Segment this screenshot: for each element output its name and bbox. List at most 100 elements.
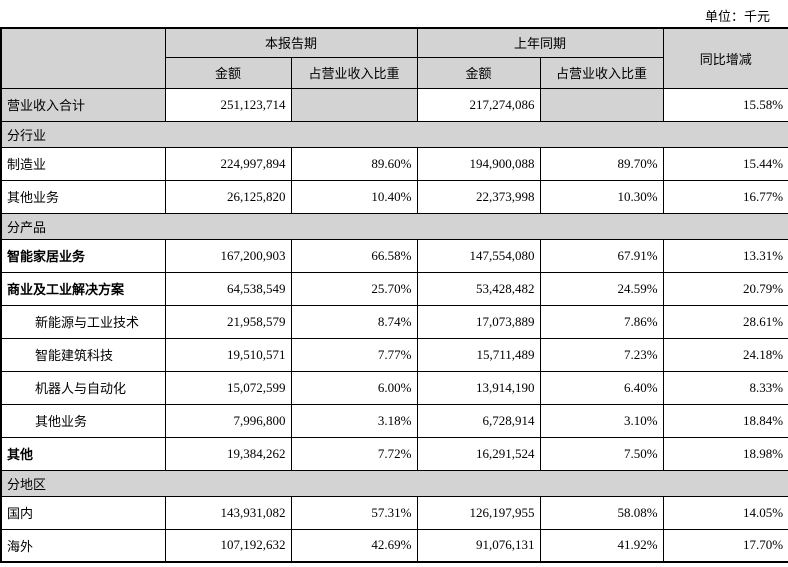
prior-pct-value: 7.86%	[539, 304, 664, 339]
current-amount-value: 224,997,894	[164, 146, 292, 181]
current-pct-value: 57.31%	[290, 495, 418, 530]
header-prior-amount: 金额	[416, 56, 541, 89]
current-amount-value: 26,125,820	[164, 179, 292, 214]
prior-amount-value: 126,197,955	[416, 495, 541, 530]
row-label: 其他业务	[0, 179, 166, 214]
table-row: 智能家居业务 167,200,903 66.58% 147,554,080 67.91%…	[0, 238, 788, 273]
current-amount-value: 19,510,571	[164, 337, 292, 372]
prior-pct-value: 67.91%	[539, 238, 664, 273]
prior-pct-value: 6.40%	[539, 370, 664, 405]
table-row: 国内 143,931,082 57.31% 126,197,955 58.08% 14.0…	[0, 495, 788, 530]
header-current-amount: 金额	[164, 56, 292, 89]
prior-amount-value: 13,914,190	[416, 370, 541, 405]
revenue-breakdown-table: 本报告期 上年同期 同比增减 金额 占营业收入比重 金额 占营业收入比重 营业收…	[0, 27, 788, 563]
prior-amount-value: 217,274,086	[416, 87, 541, 122]
header-empty-cell	[0, 27, 166, 89]
row-label: 商业及工业解决方案	[0, 271, 166, 306]
current-pct-value: 42.69%	[290, 528, 418, 563]
table-row: 机器人与自动化 15,072,599 6.00% 13,914,190 6.40% 8.3…	[0, 370, 788, 405]
yoy-value: 16.77%	[662, 179, 788, 214]
row-label: 营业收入合计	[0, 87, 166, 122]
table-row: 其他业务 26,125,820 10.40% 22,373,998 10.30% 16.7…	[0, 179, 788, 214]
current-pct-value: 8.74%	[290, 304, 418, 339]
prior-pct-value: 89.70%	[539, 146, 664, 181]
section-row: 分行业	[0, 120, 788, 148]
prior-amount-value: 91,076,131	[416, 528, 541, 563]
current-amount-value: 167,200,903	[164, 238, 292, 273]
yoy-value: 15.58%	[662, 87, 788, 122]
row-label: 其他业务	[0, 403, 166, 438]
prior-pct-value: 7.23%	[539, 337, 664, 372]
current-amount-value: 143,931,082	[164, 495, 292, 530]
section-row: 分产品	[0, 212, 788, 240]
yoy-value: 24.18%	[662, 337, 788, 372]
yoy-value: 18.84%	[662, 403, 788, 438]
yoy-value: 8.33%	[662, 370, 788, 405]
table-row: 商业及工业解决方案 64,538,549 25.70% 53,428,482 24.59…	[0, 271, 788, 306]
table-row: 其他业务 7,996,800 3.18% 6,728,914 3.10% 18.84%	[0, 403, 788, 438]
row-label: 其他	[0, 436, 166, 471]
current-amount-value: 251,123,714	[164, 87, 292, 122]
row-label: 智能家居业务	[0, 238, 166, 273]
table-row: 营业收入合计 251,123,714 217,274,086 15.58%	[0, 87, 788, 122]
header-prior-period: 上年同期	[416, 27, 664, 58]
prior-pct-value: 58.08%	[539, 495, 664, 530]
prior-amount-value: 53,428,482	[416, 271, 541, 306]
section-label: 分地区	[0, 469, 788, 497]
prior-pct-value: 24.59%	[539, 271, 664, 306]
unit-label: 单位：千元	[704, 9, 770, 24]
prior-amount-value: 22,373,998	[416, 179, 541, 214]
header-row-subcolumns: 金额 占营业收入比重 金额 占营业收入比重	[1, 56, 788, 89]
row-label: 国内	[0, 495, 166, 530]
yoy-value: 28.61%	[662, 304, 788, 339]
current-pct-value: 89.60%	[290, 146, 418, 181]
header-row-periods: 本报告期 上年同期 同比增减	[0, 27, 788, 89]
current-amount-value: 107,192,632	[164, 528, 292, 563]
current-pct-value: 7.72%	[290, 436, 418, 471]
row-label: 新能源与工业技术	[0, 304, 166, 339]
prior-amount-value: 17,073,889	[416, 304, 541, 339]
yoy-value: 18.98%	[662, 436, 788, 471]
row-label: 制造业	[0, 146, 166, 181]
current-pct-value: 6.00%	[290, 370, 418, 405]
row-label: 海外	[0, 528, 166, 563]
yoy-value: 14.05%	[662, 495, 788, 530]
current-pct-value: 10.40%	[290, 179, 418, 214]
current-pct-value: 7.77%	[290, 337, 418, 372]
table-body: 营业收入合计 251,123,714 217,274,086 15.58% 分行业 制造业…	[0, 87, 788, 563]
yoy-value: 13.31%	[662, 238, 788, 273]
prior-pct-value: 41.92%	[539, 528, 664, 563]
prior-amount-value: 194,900,088	[416, 146, 541, 181]
section-label: 分产品	[0, 212, 788, 240]
current-pct-value: 3.18%	[290, 403, 418, 438]
prior-amount-value: 6,728,914	[416, 403, 541, 438]
header-current-period: 本报告期	[164, 27, 418, 58]
header-prior-pct: 占营业收入比重	[539, 56, 664, 89]
table-header: 本报告期 上年同期 同比增减 金额 占营业收入比重 金额 占营业收入比重	[0, 27, 788, 89]
section-row: 分地区	[0, 469, 788, 497]
prior-pct-value: 10.30%	[539, 179, 664, 214]
prior-amount-value: 147,554,080	[416, 238, 541, 273]
section-label: 分行业	[0, 120, 788, 148]
yoy-value: 20.79%	[662, 271, 788, 306]
row-label: 机器人与自动化	[0, 370, 166, 405]
prior-pct-value	[539, 87, 664, 122]
table-row: 新能源与工业技术 21,958,579 8.74% 17,073,889 7.86% 28…	[0, 304, 788, 339]
current-amount-value: 21,958,579	[164, 304, 292, 339]
prior-amount-value: 16,291,524	[416, 436, 541, 471]
table-row: 制造业 224,997,894 89.60% 194,900,088 89.70% 15.…	[0, 146, 788, 181]
current-pct-value: 66.58%	[290, 238, 418, 273]
current-pct-value	[290, 87, 418, 122]
header-current-pct: 占营业收入比重	[290, 56, 418, 89]
prior-pct-value: 3.10%	[539, 403, 664, 438]
prior-pct-value: 7.50%	[539, 436, 664, 471]
row-label: 智能建筑科技	[0, 337, 166, 372]
prior-amount-value: 15,711,489	[416, 337, 541, 372]
table-row: 海外 107,192,632 42.69% 91,076,131 41.92% 17.70…	[0, 528, 788, 563]
yoy-value: 17.70%	[662, 528, 788, 563]
current-amount-value: 64,538,549	[164, 271, 292, 306]
current-amount-value: 7,996,800	[164, 403, 292, 438]
table-row: 其他 19,384,262 7.72% 16,291,524 7.50% 18.98%	[0, 436, 788, 471]
yoy-value: 15.44%	[662, 146, 788, 181]
